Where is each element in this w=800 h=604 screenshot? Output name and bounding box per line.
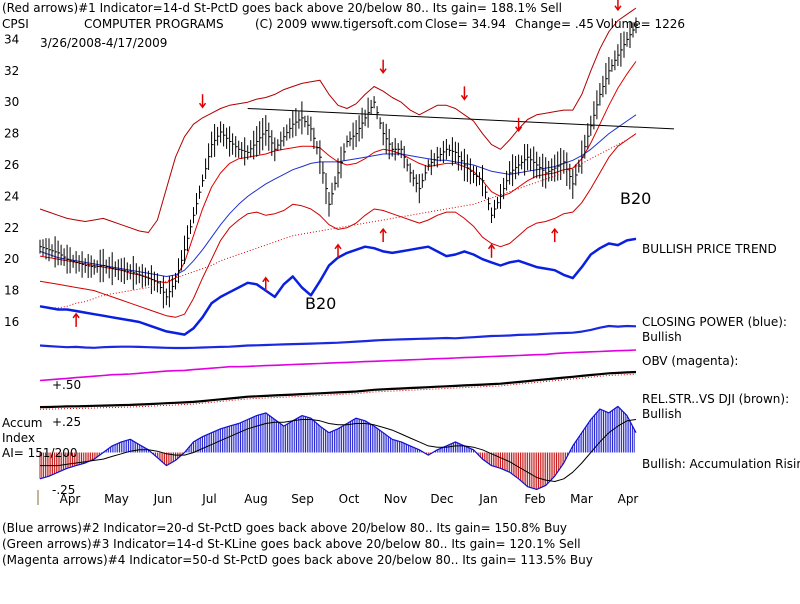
ticker: CPSI: [2, 17, 29, 31]
arrow-head: [487, 243, 496, 250]
upper-band-line: [39, 7, 637, 233]
arrow-head: [262, 276, 270, 283]
red-up-arrow-icon: [72, 312, 80, 327]
price-bars: [39, 17, 638, 309]
close-price: Close= 34.94: [425, 17, 506, 31]
month-label: Jun: [153, 492, 173, 506]
rel-strength-dji-line: [39, 370, 637, 409]
arrow-head: [379, 227, 387, 234]
red-up-arrow-icon: [334, 243, 342, 258]
lower-band-line: [39, 133, 637, 318]
red-up-arrow-icon: [551, 227, 559, 243]
relstr-label: REL.STR..VS DJI (brown):: [642, 392, 790, 406]
footer-line2: (Blue arrows)#2 Indicator=20-d St-PctD g…: [2, 521, 568, 535]
arrow-head: [334, 243, 342, 250]
rel-strength-signal-line: [39, 373, 637, 410]
closing-power-status: Bullish: [642, 330, 682, 344]
closing-power-label: CLOSING POWER (blue):: [642, 315, 787, 329]
date-range: 3/26/2008-4/17/2009: [40, 36, 168, 50]
price-tick-label: 34: [4, 32, 19, 46]
red-down-arrow-icon: [515, 117, 523, 133]
price-tick-label: 22: [4, 221, 19, 235]
month-label: Jul: [201, 492, 216, 506]
red-down-arrow-icon: [460, 86, 469, 101]
price-tick-label: 26: [4, 158, 19, 172]
red-up-arrow-icon: [262, 276, 270, 291]
month-label: Feb: [524, 492, 545, 506]
obv-line: [39, 349, 637, 382]
month-label: Nov: [384, 492, 407, 506]
volume: Volume= 1226: [596, 17, 686, 31]
b20-label-mar: B20: [620, 189, 652, 208]
month-label: Apr: [618, 492, 639, 506]
month-label: Sep: [291, 492, 314, 506]
accum-tick-neg25: -.25: [52, 483, 76, 497]
accum-sub: Index: [2, 431, 36, 445]
month-label: Jan: [478, 492, 498, 506]
arrow-head: [515, 126, 523, 133]
price-tick-label: 24: [4, 189, 19, 203]
arrow-head: [460, 94, 469, 101]
company-name: COMPUTER PROGRAMS: [84, 17, 224, 31]
resistance-trendline: [247, 107, 675, 130]
accum-ma-line: [40, 419, 637, 482]
arrow-head: [614, 5, 622, 12]
arrow-head: [198, 102, 207, 109]
month-label: May: [104, 492, 129, 506]
month-label: Dec: [430, 492, 453, 506]
price-tick-label: 16: [4, 315, 19, 329]
arrow-head: [551, 227, 559, 234]
month-label: Aug: [244, 492, 267, 506]
red-up-arrow-icon: [487, 243, 496, 258]
red-down-arrow-icon: [614, 0, 622, 12]
month-label: Mar: [570, 492, 593, 506]
month-label: Oct: [339, 492, 360, 506]
accum-title: Accum: [2, 416, 43, 430]
closing-power-line: [39, 324, 637, 350]
price-tick-label: 28: [4, 127, 19, 141]
copyright: (C) 2009 www.tigersoft.com: [255, 17, 423, 31]
red-up-arrow-icon: [379, 227, 387, 243]
b20-label-sep: B20: [305, 294, 337, 313]
price-tick-label: 18: [4, 284, 19, 298]
header-line1: (Red arrows)#1 Indicator=14-d St-PctD go…: [2, 1, 563, 15]
arrow-head: [379, 68, 387, 74]
footer-line3: (Green arrows)#3 Indicator=14-d St-KLine…: [2, 537, 581, 551]
footer-line4: (Magenta arrows)#4 Indicator=50-d St-Pct…: [2, 553, 593, 567]
month-label: Apr: [60, 492, 81, 506]
price-tick-label: 32: [4, 64, 19, 78]
accum-rising-label: Bullish: Accumulation Rising: [642, 457, 800, 471]
relstr-status: Bullish: [642, 407, 682, 421]
accum-ai: AI= 151/200: [2, 446, 78, 460]
change: Change= .45: [515, 17, 594, 31]
arrow-head: [72, 312, 80, 319]
accum-tick-25: +.25: [52, 415, 82, 429]
obv-label: OBV (magenta):: [642, 354, 739, 368]
accum-tick-50: +.50: [52, 378, 82, 392]
accum-index-outline: [39, 405, 637, 490]
price-tick-label: 20: [4, 252, 19, 266]
price-tick-label: 30: [4, 95, 19, 109]
bullish-price-trend-label: BULLISH PRICE TREND: [642, 242, 777, 256]
red-down-arrow-icon: [379, 59, 387, 74]
red-down-arrow-icon: [198, 94, 207, 109]
